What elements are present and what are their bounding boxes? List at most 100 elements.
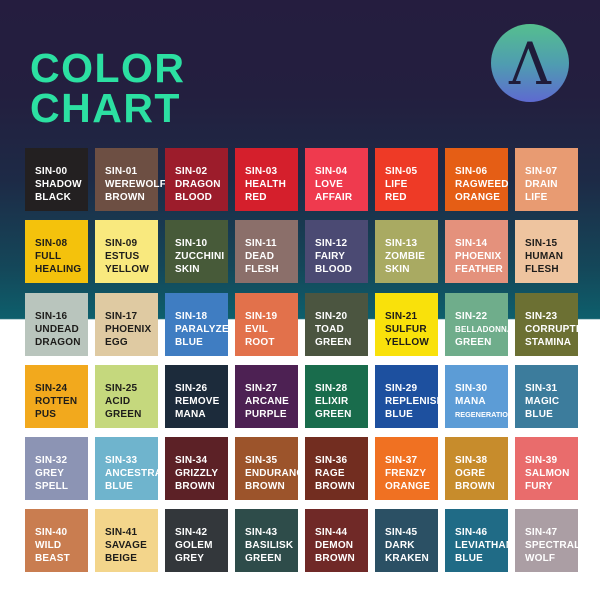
swatch-code: SIN-35 bbox=[245, 455, 278, 467]
swatch-sin-14: SIN-14 PHOENIX FEATHER bbox=[445, 220, 508, 284]
swatch-code: SIN-07 bbox=[525, 166, 558, 177]
swatch-sin-27: SIN-27 ARCANE PURPLE bbox=[235, 364, 298, 428]
swatch-code: SIN-47 bbox=[525, 527, 558, 539]
swatch-code: SIN-25 bbox=[105, 382, 138, 394]
swatch-code: SIN-45 bbox=[385, 527, 418, 539]
swatch-code: SIN-18 bbox=[175, 310, 208, 322]
swatch-code: SIN-37 bbox=[385, 455, 418, 467]
swatch-sin-37: SIN-37 FRENZY ORANGE bbox=[375, 437, 438, 501]
swatch-code: SIN-00 bbox=[35, 166, 68, 177]
swatch-name-word: PHOENIX bbox=[455, 251, 502, 263]
swatch-name-word: MANA bbox=[455, 395, 486, 407]
swatch-sin-35: SIN-35 ENDURANCE BROWN bbox=[235, 437, 311, 501]
swatch-name-word: SPELL bbox=[35, 481, 69, 493]
swatch-sin-39: SIN-39 SALMON FURY bbox=[515, 437, 578, 501]
swatch-name-word: ROTTEN bbox=[35, 395, 78, 407]
swatch-name-word: LIFE bbox=[525, 192, 548, 203]
swatch-sin-22: SIN-22 BELLADONNA GREEN bbox=[445, 292, 513, 356]
swatch-code: SIN-29 bbox=[385, 382, 418, 394]
swatch-name-word: PHOENIX bbox=[105, 323, 152, 335]
swatch-sin-26: SIN-26 REMOVE MANA bbox=[165, 364, 228, 428]
swatch-name-word: STAMINA bbox=[525, 336, 572, 348]
swatch-name-word: SAVAGE bbox=[105, 540, 147, 552]
swatch-name-word: BLUE bbox=[385, 408, 414, 420]
swatch-name-word: DEAD bbox=[245, 251, 275, 263]
swatch-code: SIN-36 bbox=[315, 455, 348, 467]
swatch-name-word: BLOOD bbox=[175, 192, 213, 203]
swatch-sin-21: SIN-21 SULFUR YELLOW bbox=[375, 292, 438, 356]
swatch-name-word: ROOT bbox=[245, 336, 275, 348]
swatch-code: SIN-39 bbox=[525, 455, 558, 467]
swatch-code: SIN-06 bbox=[455, 166, 488, 177]
swatch-name-word: FEATHER bbox=[455, 264, 503, 276]
swatch-sin-08: SIN-08 FULL HEALING bbox=[25, 220, 88, 284]
swatch-code: SIN-04 bbox=[315, 166, 348, 177]
swatch-code: SIN-44 bbox=[315, 527, 348, 539]
swatch-sin-30: SIN-30 MANA REGENERATION bbox=[445, 364, 513, 428]
swatch-code: SIN-13 bbox=[385, 238, 418, 250]
swatch-sin-09: SIN-09 ESTUS YELLOW bbox=[95, 220, 158, 284]
swatch-name-word: DARK bbox=[385, 540, 415, 552]
swatch-name-word: ZOMBIE bbox=[385, 251, 426, 263]
swatch-sin-33: SIN-33 ANCESTRAL BLUE bbox=[95, 437, 168, 501]
swatch-name-word: PARALYZE bbox=[175, 323, 229, 335]
swatch-name-word: ACID bbox=[105, 395, 131, 407]
swatch-sin-23: SIN-23 CORRUPTED STAMINA bbox=[515, 292, 590, 356]
swatch-name-word: WEREWOLF bbox=[105, 179, 167, 190]
page-title-line1: COLOR bbox=[30, 45, 186, 91]
swatch-sin-05: SIN-05 LIFE RED bbox=[375, 148, 438, 211]
swatch-name-word: BROWN bbox=[455, 481, 495, 493]
swatch-name-word: BLUE bbox=[175, 336, 204, 348]
swatch-name-word: GREEN bbox=[455, 336, 492, 348]
swatch-name-word: BLUE bbox=[455, 553, 484, 565]
swatch-sin-24: SIN-24 ROTTEN PUS bbox=[25, 364, 88, 428]
swatch-sin-25: SIN-25 ACID GREEN bbox=[95, 364, 158, 428]
swatch-name-word: GREY bbox=[35, 468, 65, 480]
swatch-name-word: REPLENISH bbox=[385, 395, 445, 407]
swatch-code: SIN-40 bbox=[35, 527, 68, 539]
swatch-name-word: UNDEAD bbox=[35, 323, 79, 335]
swatch-sin-44: SIN-44 DEMON BROWN bbox=[305, 509, 368, 573]
swatch-name-word: BROWN bbox=[245, 481, 285, 493]
swatch-name-word: FRENZY bbox=[385, 468, 427, 480]
swatch-sin-40: SIN-40 WILD BEAST bbox=[25, 509, 88, 573]
swatch-name-word: EGG bbox=[105, 336, 128, 348]
swatch-sin-01: SIN-01 WEREWOLF BROWN bbox=[95, 148, 167, 211]
swatch-sin-41: SIN-41 SAVAGE BEIGE bbox=[95, 509, 158, 573]
swatch-name-word: RED bbox=[245, 192, 267, 203]
swatch-name-word: BROWN bbox=[105, 192, 145, 203]
swatch-name-word: HUMAN bbox=[525, 251, 564, 263]
swatch-name-word: ELIXIR bbox=[315, 395, 349, 407]
swatch-name-word: TOAD bbox=[315, 323, 344, 335]
swatch-name-word: ARCANE bbox=[245, 395, 289, 407]
swatch-sin-34: SIN-34 GRIZZLY BROWN bbox=[165, 437, 228, 501]
swatch-name-word: REMOVE bbox=[175, 395, 220, 407]
swatch-name-word: KRAKEN bbox=[385, 553, 429, 565]
swatch-sin-38: SIN-38 OGRE BROWN bbox=[445, 437, 508, 501]
swatch-name-word: RAGWEED bbox=[455, 179, 509, 190]
swatch-name-word: PUS bbox=[35, 408, 57, 420]
swatch-name-word: YELLOW bbox=[385, 336, 429, 348]
swatch-code: SIN-31 bbox=[525, 382, 558, 394]
swatch-name-word: AFFAIR bbox=[315, 192, 353, 203]
swatch-code: SIN-03 bbox=[245, 166, 278, 177]
swatch-name-word: FURY bbox=[525, 481, 553, 493]
swatch-name-word: PURPLE bbox=[245, 408, 287, 420]
swatch-name-word: BROWN bbox=[315, 553, 355, 565]
swatch-code: SIN-08 bbox=[35, 238, 68, 250]
swatch-code: SIN-17 bbox=[105, 310, 138, 322]
swatch-name-word: BELLADONNA bbox=[455, 324, 513, 334]
swatch-name-word: ESTUS bbox=[105, 251, 140, 263]
swatch-name-word: MAGIC bbox=[525, 395, 560, 407]
swatch-sin-43: SIN-43 BASILISK GREEN bbox=[235, 509, 298, 573]
swatch-code: SIN-15 bbox=[525, 238, 558, 250]
swatch-name-word: GREEN bbox=[245, 553, 282, 565]
swatch-code: SIN-19 bbox=[245, 310, 278, 322]
swatch-code: SIN-22 bbox=[455, 310, 488, 322]
swatch-name-word: GREEN bbox=[105, 408, 142, 420]
swatch-sin-28: SIN-28 ELIXIR GREEN bbox=[305, 364, 368, 428]
swatch-code: SIN-38 bbox=[455, 455, 488, 467]
swatch-code: SIN-46 bbox=[455, 527, 488, 539]
page-title: COLOR CHART bbox=[30, 45, 186, 129]
swatch-sin-46: SIN-46 LEVIATHAN BLUE bbox=[445, 509, 513, 573]
